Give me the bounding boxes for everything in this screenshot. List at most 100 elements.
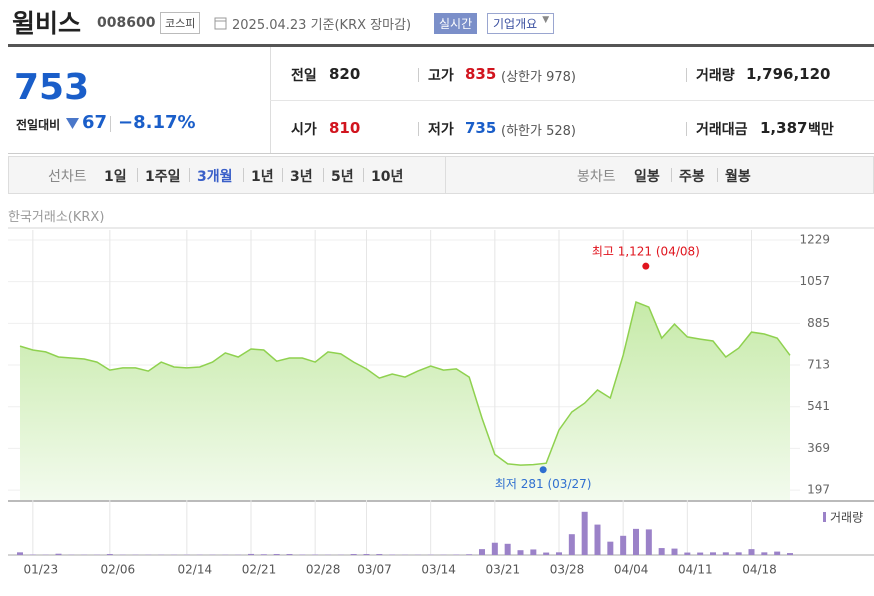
candle-tab[interactable]: 일봉 bbox=[634, 169, 660, 185]
divider bbox=[189, 168, 190, 182]
divider bbox=[323, 168, 324, 182]
volume-bar bbox=[568, 534, 575, 555]
volume-bar bbox=[594, 524, 601, 555]
extreme-dot bbox=[642, 262, 650, 270]
x-tick-label: 02/06 bbox=[101, 563, 136, 577]
volume-bar bbox=[722, 552, 729, 555]
down-arrow bbox=[66, 118, 79, 129]
volume-bar bbox=[260, 554, 267, 555]
divider bbox=[418, 122, 419, 136]
company-label: 기업개요 bbox=[493, 17, 538, 31]
volume-bar bbox=[248, 553, 254, 555]
x-tick-label: 03/14 bbox=[421, 563, 456, 577]
divider bbox=[8, 153, 874, 154]
volume-bar bbox=[491, 542, 498, 555]
volume-bar bbox=[787, 553, 793, 555]
volume-bar bbox=[697, 552, 704, 555]
volume-bar bbox=[286, 554, 293, 555]
divider bbox=[686, 122, 687, 136]
tab-bar bbox=[8, 156, 874, 194]
volume-bar bbox=[684, 552, 691, 555]
divider bbox=[110, 116, 111, 132]
volume-bar bbox=[581, 511, 588, 555]
divider bbox=[363, 168, 364, 182]
divider bbox=[282, 168, 283, 182]
volume-bar bbox=[671, 548, 678, 555]
volume-bar bbox=[607, 541, 614, 555]
change: 67 bbox=[82, 112, 108, 133]
y-tick-label: 369 bbox=[807, 441, 830, 455]
divider bbox=[270, 100, 874, 101]
volume-bar bbox=[517, 550, 524, 555]
period-tab[interactable]: 1일 bbox=[104, 169, 127, 185]
volume-bar bbox=[761, 552, 768, 555]
volume-bar bbox=[645, 529, 652, 555]
period-tab[interactable]: 5년 bbox=[331, 169, 354, 185]
divider bbox=[137, 168, 138, 182]
volume-bar bbox=[106, 554, 113, 555]
extreme-label: 최고 1,121 (04/08) bbox=[592, 245, 700, 259]
volume-bar bbox=[620, 535, 627, 555]
market-badge: 코스피 bbox=[160, 12, 201, 34]
x-tick-label: 03/28 bbox=[550, 563, 585, 577]
change-rate: −8.17% bbox=[118, 112, 196, 133]
stat-note: (상한가 978) bbox=[501, 70, 576, 85]
stat-label: 거래대금 bbox=[696, 122, 748, 138]
x-tick-label: 02/28 bbox=[306, 563, 341, 577]
price: 753 bbox=[14, 67, 90, 108]
period-tab[interactable]: 3년 bbox=[290, 169, 313, 185]
calendar-icon bbox=[214, 17, 227, 30]
period-tab[interactable]: 3개월 bbox=[197, 169, 233, 185]
legend-swatch bbox=[823, 512, 826, 522]
y-tick-label: 713 bbox=[807, 358, 830, 372]
y-tick-label: 1229 bbox=[799, 233, 830, 247]
volume-bar bbox=[466, 554, 473, 555]
company-button[interactable]: 기업개요 ▼ bbox=[487, 13, 555, 34]
volume-bar bbox=[479, 549, 485, 555]
stat-label: 저가 bbox=[428, 122, 454, 138]
candle-tab[interactable]: 주봉 bbox=[679, 169, 705, 185]
divider bbox=[686, 68, 687, 82]
stat-value: 1,796,120 bbox=[746, 65, 831, 83]
volume-bar bbox=[735, 552, 742, 555]
divider bbox=[717, 168, 718, 182]
y-tick-label: 1057 bbox=[799, 274, 830, 288]
candle-tab[interactable]: 월봉 bbox=[725, 169, 751, 185]
x-tick-label: 04/11 bbox=[678, 563, 713, 577]
volume-bar bbox=[530, 549, 537, 555]
divider bbox=[418, 68, 419, 82]
stock-code: 008600 bbox=[97, 15, 156, 31]
stock-name: 윌비스 bbox=[12, 9, 82, 38]
period-tab[interactable]: 1년 bbox=[251, 169, 274, 185]
volume-bar bbox=[363, 554, 370, 555]
x-tick-label: 03/07 bbox=[357, 563, 392, 577]
y-tick-label: 541 bbox=[807, 399, 830, 413]
stat-unit: 백만 bbox=[808, 122, 834, 138]
y-tick-label: 197 bbox=[807, 483, 830, 497]
divider bbox=[243, 168, 244, 182]
period-tab[interactable]: 1주일 bbox=[145, 169, 181, 185]
realtime-button[interactable]: 실시간 bbox=[434, 13, 478, 34]
header-rule bbox=[8, 44, 874, 47]
x-tick-label: 02/21 bbox=[242, 563, 277, 577]
volume-bar bbox=[710, 552, 716, 555]
tab-group-label: 선차트 bbox=[48, 169, 87, 185]
volume-bar bbox=[658, 548, 665, 555]
stat-label: 고가 bbox=[428, 68, 454, 84]
base-date: 2025.04.23 기준(KRX 장마감) bbox=[232, 18, 412, 33]
volume-bar bbox=[350, 554, 357, 555]
volume-bar bbox=[273, 554, 280, 555]
x-tick-label: 04/18 bbox=[742, 563, 777, 577]
stat-value: 735 bbox=[465, 119, 497, 137]
stat-label: 전일 bbox=[291, 68, 317, 84]
volume-bar bbox=[17, 552, 23, 555]
legend-label: 거래량 bbox=[830, 511, 863, 525]
x-tick-label: 04/04 bbox=[614, 563, 649, 577]
volume-bar bbox=[504, 543, 511, 555]
stat-value: 820 bbox=[329, 65, 361, 83]
tab-group-label: 봉차트 bbox=[577, 169, 616, 185]
divider bbox=[671, 168, 672, 182]
period-tab[interactable]: 10년 bbox=[371, 169, 404, 185]
volume-bar bbox=[543, 552, 550, 555]
